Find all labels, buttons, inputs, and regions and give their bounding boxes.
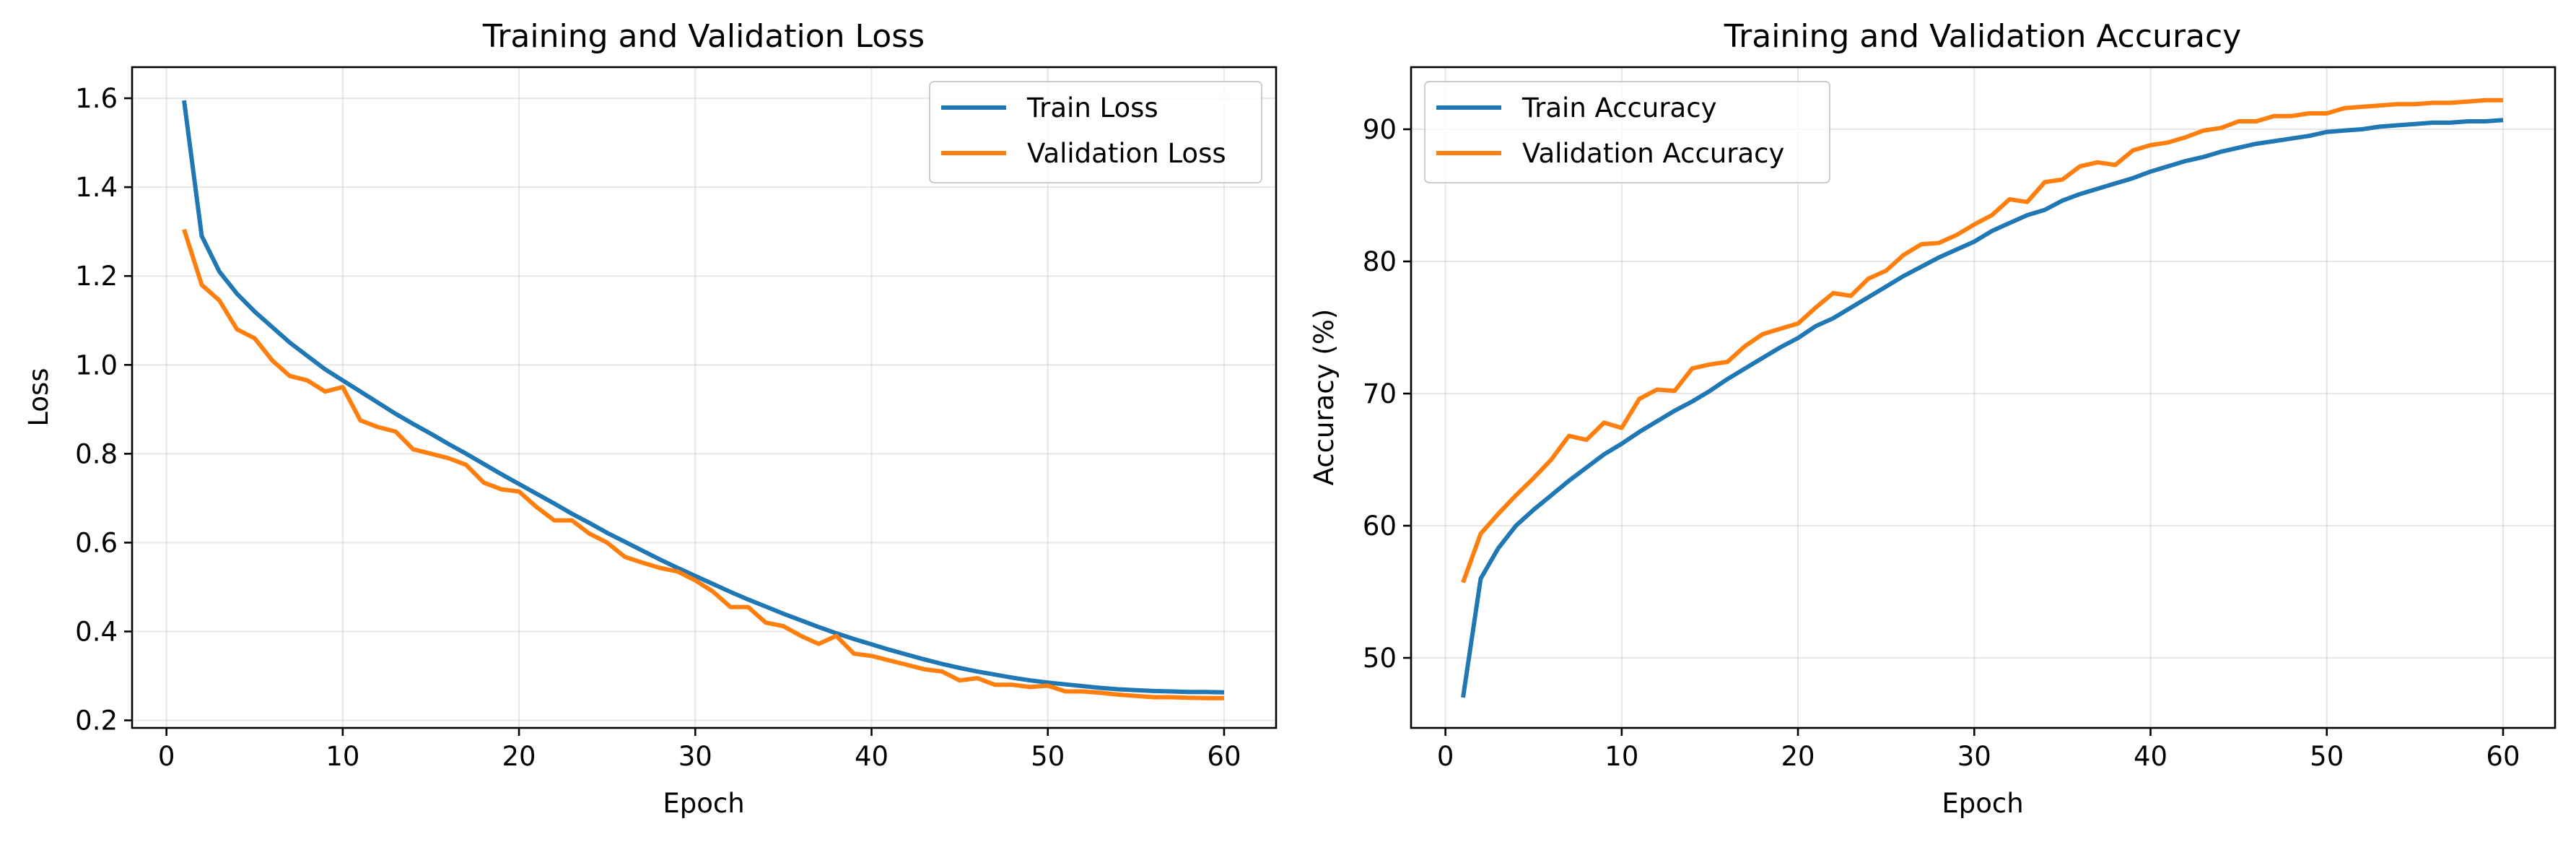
accuracy-y-axis-label: Accuracy (%)	[1309, 309, 1340, 486]
accuracy-x-tick-label: 10	[1604, 741, 1638, 772]
accuracy-y-tick-label: 50	[1363, 643, 1397, 674]
loss-y-tick-label: 1.4	[75, 172, 118, 203]
loss-x-tick-label: 20	[502, 741, 536, 772]
loss-x-tick-label: 50	[1031, 741, 1065, 772]
loss-grid	[132, 67, 1276, 728]
validation-loss-legend-label: Validation Loss	[1027, 138, 1226, 169]
loss-y-axis-label: Loss	[23, 368, 54, 426]
train-accuracy-legend-label: Train Accuracy	[1521, 92, 1716, 123]
accuracy-x-tick-label: 30	[1957, 741, 1991, 772]
loss-x-tick-label: 0	[158, 741, 175, 772]
validation-accuracy-line	[1461, 97, 2503, 583]
loss-chart: Training and Validation Loss 0 10 20 30 40 50…	[23, 18, 1278, 819]
loss-x-tick-label: 40	[855, 741, 888, 772]
validation-loss-line	[182, 228, 1224, 700]
accuracy-x-axis-label: Epoch	[1942, 788, 2023, 819]
loss-x-tick-label: 60	[1207, 741, 1241, 772]
loss-x-tick-label: 30	[678, 741, 712, 772]
loss-y-tick-label: 1.6	[75, 83, 118, 114]
loss-lines	[182, 100, 1225, 700]
train-loss-line	[182, 100, 1225, 695]
accuracy-lines	[1461, 97, 2504, 698]
accuracy-ticks: 0 10 20 30 40 50 60 50 60 70 80 90	[1363, 114, 2520, 772]
accuracy-plot-frame	[1410, 66, 2557, 729]
loss-x-axis-label: Epoch	[663, 788, 744, 819]
accuracy-y-tick-label: 60	[1363, 511, 1397, 542]
loss-y-tick-label: 0.4	[75, 616, 118, 647]
accuracy-chart-title: Training and Validation Accuracy	[1724, 18, 2242, 55]
loss-y-tick-label: 0.2	[75, 706, 118, 737]
train-accuracy-line	[1461, 118, 2504, 698]
accuracy-x-tick-label: 0	[1437, 741, 1454, 772]
accuracy-y-tick-label: 70	[1363, 378, 1397, 409]
accuracy-x-tick-label: 60	[2486, 741, 2520, 772]
loss-ticks: 0 10 20 30 40 50 60 0.2 0.4 0.6 0.8 1.0 1.2 1.4 1.6	[75, 83, 1241, 772]
accuracy-x-tick-label: 40	[2134, 741, 2167, 772]
validation-accuracy-legend-label: Validation Accuracy	[1522, 138, 1784, 169]
loss-y-tick-label: 1.2	[75, 261, 118, 292]
accuracy-y-tick-label: 90	[1363, 114, 1397, 145]
loss-x-tick-label: 10	[326, 741, 359, 772]
loss-y-tick-label: 1.0	[75, 350, 118, 381]
accuracy-legend-box	[1424, 81, 1830, 183]
train-loss-legend-label: Train Loss	[1026, 92, 1158, 123]
loss-legend-box	[929, 81, 1262, 183]
loss-y-tick-label: 0.6	[75, 527, 118, 558]
accuracy-y-tick-label: 80	[1363, 246, 1397, 277]
loss-legend: Train Loss Validation Loss	[929, 81, 1262, 183]
accuracy-chart: Training and Validation Accuracy 0 10 20 30…	[1309, 18, 2557, 819]
accuracy-x-tick-label: 20	[1781, 741, 1815, 772]
loss-chart-title: Training and Validation Loss	[482, 18, 925, 55]
loss-plot-frame	[131, 66, 1278, 729]
loss-y-tick-label: 0.8	[75, 438, 118, 469]
accuracy-legend: Train Accuracy Validation Accuracy	[1424, 81, 1830, 183]
accuracy-x-tick-label: 50	[2310, 741, 2344, 772]
